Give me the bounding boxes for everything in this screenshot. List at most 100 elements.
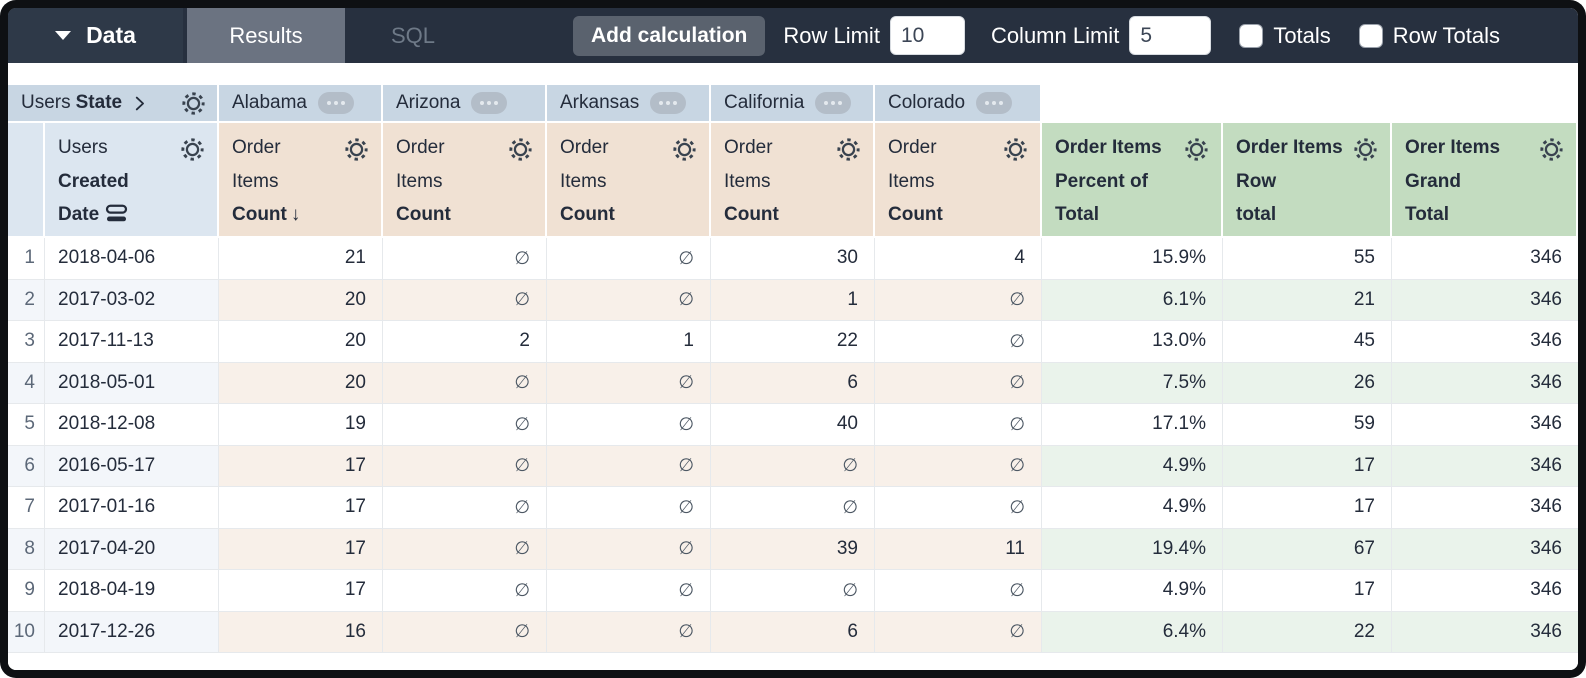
cell-order-items-count[interactable]: 17 <box>219 445 383 487</box>
cell-date[interactable]: 2017-03-02 <box>45 279 219 321</box>
gear-icon[interactable] <box>835 136 862 163</box>
cell-order-items-count[interactable]: ∅ <box>875 487 1042 529</box>
cell-order-items-count[interactable]: ∅ <box>383 570 547 612</box>
cell-order-items-count[interactable]: 1 <box>547 321 711 363</box>
row-limit-input[interactable] <box>889 16 965 55</box>
cell-order-items-count[interactable]: ∅ <box>547 279 711 321</box>
cell-order-items-count[interactable]: ∅ <box>711 487 875 529</box>
pivot-field-users-state[interactable]: Users State <box>8 85 219 123</box>
cell-order-items-count[interactable]: ∅ <box>547 445 711 487</box>
cell-order-items-count[interactable]: 30 <box>711 238 875 280</box>
cell-row-total[interactable]: 55 <box>1223 238 1392 280</box>
cell-order-items-count[interactable]: ∅ <box>875 404 1042 446</box>
pivot-value-arkansas[interactable]: Arkansas <box>547 85 711 123</box>
totals-checkbox[interactable] <box>1239 23 1264 48</box>
cell-order-items-count[interactable]: 6 <box>711 362 875 404</box>
column-header-percent-of-total[interactable]: Order Items Percent of Total <box>1042 123 1223 238</box>
cell-order-items-count[interactable]: ∅ <box>547 611 711 653</box>
pivot-value-colorado[interactable]: Colorado <box>875 85 1042 123</box>
gear-icon[interactable] <box>1183 136 1210 163</box>
cell-date[interactable]: 2018-04-06 <box>45 238 219 280</box>
cell-date[interactable]: 2017-04-20 <box>45 528 219 570</box>
column-header-row-total[interactable]: Order Items Row total <box>1223 123 1392 238</box>
cell-date[interactable]: 2016-05-17 <box>45 445 219 487</box>
cell-grand-total[interactable]: 346 <box>1392 487 1578 529</box>
cell-percent-of-total[interactable]: 7.5% <box>1042 362 1223 404</box>
cell-row-total[interactable]: 67 <box>1223 528 1392 570</box>
cell-percent-of-total[interactable]: 13.0% <box>1042 321 1223 363</box>
pivot-value-alabama[interactable]: Alabama <box>219 85 383 123</box>
cell-order-items-count[interactable]: ∅ <box>875 570 1042 612</box>
cell-order-items-count[interactable]: ∅ <box>383 445 547 487</box>
cell-order-items-count[interactable]: 17 <box>219 570 383 612</box>
cell-row-total[interactable]: 17 <box>1223 445 1392 487</box>
cell-order-items-count[interactable]: ∅ <box>383 404 547 446</box>
cell-order-items-count[interactable]: ∅ <box>383 238 547 280</box>
pivot-value-arizona[interactable]: Arizona <box>383 85 547 123</box>
cell-percent-of-total[interactable]: 17.1% <box>1042 404 1223 446</box>
gear-icon[interactable] <box>507 136 534 163</box>
column-header-order-items-count-california[interactable]: Order Items Count <box>711 123 875 238</box>
column-header-users-created-date[interactable]: Users Created Date <box>45 123 219 238</box>
cell-row-total[interactable]: 17 <box>1223 570 1392 612</box>
cell-order-items-count[interactable]: ∅ <box>711 445 875 487</box>
cell-order-items-count[interactable]: ∅ <box>547 238 711 280</box>
cell-percent-of-total[interactable]: 4.9% <box>1042 445 1223 487</box>
cell-percent-of-total[interactable]: 4.9% <box>1042 570 1223 612</box>
column-header-order-items-count-arkansas[interactable]: Order Items Count <box>547 123 711 238</box>
cell-order-items-count[interactable]: 40 <box>711 404 875 446</box>
cell-order-items-count[interactable]: ∅ <box>875 321 1042 363</box>
cell-percent-of-total[interactable]: 15.9% <box>1042 238 1223 280</box>
cell-order-items-count[interactable]: ∅ <box>383 487 547 529</box>
cell-order-items-count[interactable]: ∅ <box>547 570 711 612</box>
gear-icon[interactable] <box>179 136 206 163</box>
ellipsis-menu-icon[interactable] <box>318 92 354 114</box>
cell-order-items-count[interactable]: 6 <box>711 611 875 653</box>
cell-date[interactable]: 2018-05-01 <box>45 362 219 404</box>
cell-order-items-count[interactable]: 16 <box>219 611 383 653</box>
add-calculation-button[interactable]: Add calculation <box>573 15 766 56</box>
cell-order-items-count[interactable]: 11 <box>875 528 1042 570</box>
chevron-right-icon[interactable] <box>130 94 149 113</box>
cell-order-items-count[interactable]: ∅ <box>383 362 547 404</box>
cell-row-total[interactable]: 17 <box>1223 487 1392 529</box>
cell-order-items-count[interactable]: ∅ <box>875 445 1042 487</box>
cell-row-total[interactable]: 45 <box>1223 321 1392 363</box>
cell-order-items-count[interactable]: ∅ <box>547 362 711 404</box>
cell-row-total[interactable]: 26 <box>1223 362 1392 404</box>
cell-grand-total[interactable]: 346 <box>1392 279 1578 321</box>
cell-grand-total[interactable]: 346 <box>1392 611 1578 653</box>
cell-grand-total[interactable]: 346 <box>1392 570 1578 612</box>
column-header-grand-total[interactable]: Orer Items Grand Total <box>1392 123 1578 238</box>
cell-order-items-count[interactable]: ∅ <box>875 611 1042 653</box>
gear-icon[interactable] <box>1002 136 1029 163</box>
ellipsis-menu-icon[interactable] <box>650 92 687 114</box>
pivot-value-california[interactable]: California <box>711 85 875 123</box>
gear-icon[interactable] <box>1352 136 1379 163</box>
cell-order-items-count[interactable]: 17 <box>219 487 383 529</box>
cell-order-items-count[interactable]: ∅ <box>383 611 547 653</box>
cell-date[interactable]: 2018-12-08 <box>45 404 219 446</box>
ellipsis-menu-icon[interactable] <box>815 92 852 114</box>
cell-order-items-count[interactable]: ∅ <box>547 404 711 446</box>
cell-percent-of-total[interactable]: 19.4% <box>1042 528 1223 570</box>
cell-date[interactable]: 2018-04-19 <box>45 570 219 612</box>
cell-order-items-count[interactable]: 20 <box>219 362 383 404</box>
row-totals-checkbox[interactable] <box>1358 23 1383 48</box>
cell-row-total[interactable]: 59 <box>1223 404 1392 446</box>
cell-order-items-count[interactable]: ∅ <box>383 528 547 570</box>
tab-data[interactable]: Data <box>8 8 183 63</box>
cell-percent-of-total[interactable]: 6.4% <box>1042 611 1223 653</box>
cell-order-items-count[interactable]: ∅ <box>547 487 711 529</box>
cell-date[interactable]: 2017-12-26 <box>45 611 219 653</box>
cell-order-items-count[interactable]: 17 <box>219 528 383 570</box>
cell-order-items-count[interactable]: ∅ <box>875 279 1042 321</box>
cell-order-items-count[interactable]: 20 <box>219 321 383 363</box>
cell-order-items-count[interactable]: ∅ <box>547 528 711 570</box>
cell-grand-total[interactable]: 346 <box>1392 404 1578 446</box>
column-header-order-items-count-alabama[interactable]: Order Items Count ↓ <box>219 123 383 238</box>
cell-order-items-count[interactable]: 19 <box>219 404 383 446</box>
gear-icon[interactable] <box>1538 136 1565 163</box>
tab-sql[interactable]: SQL <box>363 8 463 63</box>
cell-order-items-count[interactable]: ∅ <box>875 362 1042 404</box>
